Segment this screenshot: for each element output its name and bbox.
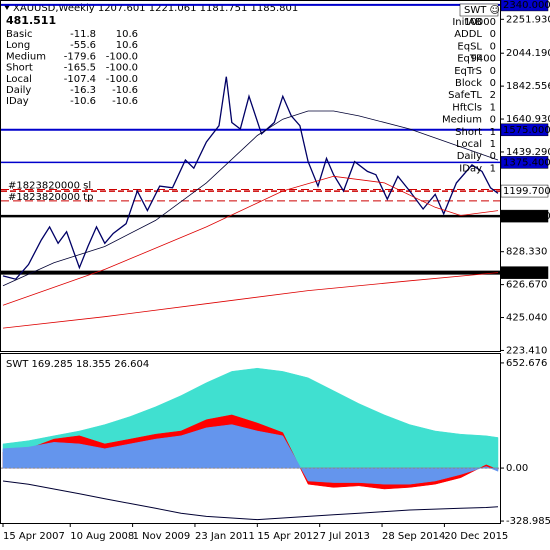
stat-name: Long (6, 40, 30, 51)
stat-value: -179.6 (64, 51, 96, 62)
x-tick-label: 7 Jul 2013 (320, 531, 370, 542)
y-tick-label: 0.00 (506, 463, 528, 474)
chart-subtitle: 481.511 (6, 14, 56, 27)
status-name: InitAB (452, 17, 482, 28)
status-name: ADDL (454, 29, 482, 40)
status-value: 0 (490, 151, 496, 162)
y-tick-label: -328.985 (506, 516, 550, 527)
main-frame (0, 0, 501, 352)
stat-value: -10.6 (70, 96, 96, 107)
price-line (2, 110, 499, 287)
x-tick-label: 20 Dec 2015 (444, 531, 508, 542)
price-line (2, 175, 499, 306)
x-tick-label: 28 Sep 2014 (382, 531, 445, 542)
status-value: 0 (490, 66, 496, 77)
status-value: 0 (490, 29, 496, 40)
area (2, 424, 499, 485)
y-tick-label: 828.330 (506, 247, 547, 258)
x-tick-label: 23 Jan 2011 (195, 531, 255, 542)
status-name: Daily (457, 151, 482, 162)
status-title: SWT ☺ (464, 5, 500, 16)
status-name: Block (455, 78, 482, 89)
y-tick-label: 425.040 (506, 313, 547, 324)
stat-value: -16.3 (70, 85, 96, 96)
level-box (500, 209, 549, 223)
status-value: 0 (490, 41, 496, 52)
x-tick-label: 10 Aug 2008 (70, 531, 134, 542)
status-name: Medium (442, 115, 482, 126)
level-label: 1199.700 (503, 186, 550, 197)
stat-value: 10.6 (116, 40, 138, 51)
price-line (2, 76, 499, 280)
stat-name: Local (6, 74, 32, 85)
status-value: 9400 (471, 54, 496, 65)
y-tick-label: 1842.556 (506, 81, 550, 92)
level-label: 1375.400 (503, 157, 550, 168)
stat-value: -100.0 (106, 74, 138, 85)
stat-value: -10.6 (112, 85, 138, 96)
x-tick-label: 15 Apr 2012 (257, 531, 319, 542)
status-value: 1 (490, 102, 496, 113)
stat-name: Daily (6, 85, 31, 96)
price-line (2, 272, 499, 329)
stat-value: -100.0 (106, 63, 138, 74)
stat-name: Short (6, 63, 33, 74)
stat-value: -10.6 (112, 96, 138, 107)
stat-name: Medium (6, 51, 46, 62)
status-value: 2 (490, 90, 496, 101)
stat-name: IDay (6, 96, 29, 107)
order-label: #1823820000 tp (8, 192, 93, 203)
status-name: EqTrS (454, 66, 482, 77)
stat-value: 10.6 (116, 29, 138, 40)
stat-value: -11.8 (70, 29, 96, 40)
x-tick-label: 15 Apr 2007 (3, 531, 65, 542)
sub-frame (0, 353, 501, 524)
status-value: 0 (490, 115, 496, 126)
stat-value: -107.4 (64, 74, 96, 85)
level-box (500, 266, 549, 279)
x-tick-label: 1 Nov 2009 (133, 531, 191, 542)
order-label: #1823820000 sl (8, 181, 91, 192)
level-label: 2340.000 (503, 0, 550, 11)
y-tick-label: 652.676 (506, 358, 547, 369)
status-name: SafeTL (448, 90, 482, 101)
status-box (459, 3, 499, 17)
status-value: 1 (490, 163, 496, 174)
level-box (500, 0, 549, 12)
status-value: 1 (490, 139, 496, 150)
y-tick-label: 1640.930 (506, 114, 550, 125)
y-tick-label: 626.670 (506, 280, 547, 291)
status-name: IDay (459, 163, 482, 174)
level-label: 1575.000 (503, 125, 550, 136)
level-label: 1046.300 (503, 211, 550, 222)
stat-name: Basic (6, 29, 32, 40)
stat-value: -55.6 (70, 40, 96, 51)
status-name: Local (456, 139, 482, 150)
y-tick-label: 1439.290 (506, 147, 550, 158)
indicator-line (2, 480, 499, 521)
sub-title: SWT 169.285 18.355 26.604 (6, 359, 149, 370)
y-tick-label: 2251.930 (506, 14, 550, 25)
status-name: HftCls (452, 102, 482, 113)
status-name: EqSL (457, 41, 482, 52)
menu-icon (4, 5, 10, 10)
stat-value: -100.0 (106, 51, 138, 62)
chart-title: XAUUSD,Weekly 1207.601 1221.061 1181.751… (13, 3, 298, 14)
level-label: 700.000 (503, 268, 544, 279)
status-name: Short (455, 127, 482, 138)
status-value: 10000 (464, 17, 496, 28)
level-box (500, 184, 549, 198)
level-box (500, 156, 549, 169)
y-tick-label: 223.410 (506, 345, 547, 356)
status-value: 0 (490, 78, 496, 89)
status-value: 1 (490, 127, 496, 138)
stat-value: -165.5 (64, 63, 96, 74)
level-box (500, 123, 549, 137)
y-tick-label: 2044.190 (506, 48, 550, 59)
status-name: EqTP (457, 54, 482, 65)
